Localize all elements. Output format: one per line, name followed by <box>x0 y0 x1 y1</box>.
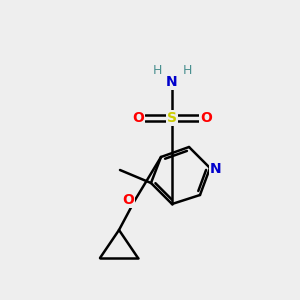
Text: H: H <box>152 64 162 76</box>
Text: O: O <box>132 111 144 125</box>
Text: H: H <box>182 64 192 76</box>
Text: N: N <box>166 75 178 89</box>
Text: N: N <box>210 162 222 176</box>
Text: O: O <box>200 111 212 125</box>
Text: S: S <box>167 111 177 125</box>
Text: O: O <box>122 193 134 207</box>
